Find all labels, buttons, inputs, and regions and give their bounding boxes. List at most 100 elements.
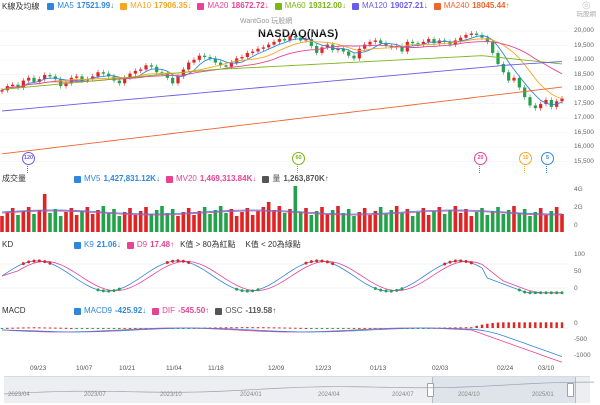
volume-bar xyxy=(517,213,522,232)
osc-bar xyxy=(374,328,377,329)
osc-bar xyxy=(288,327,292,329)
legend-value: 17521.99↓ xyxy=(76,1,115,11)
legend-item[interactable]: K9 21.06↓ xyxy=(74,238,121,252)
legend-item[interactable]: MA60 19312.00↓ xyxy=(274,0,346,13)
ma-marker[interactable]: 20 xyxy=(474,152,487,165)
legend-item[interactable]: MV20 1,469,313.84K↓ xyxy=(165,172,257,186)
legend-item[interactable]: 量 1,263,870K↑ xyxy=(262,172,329,186)
legend-checkbox[interactable] xyxy=(352,2,360,10)
navigator-label: 2025/01 xyxy=(532,392,554,398)
volume-bar xyxy=(293,186,298,232)
legend-item[interactable]: MA20 18672.72↓ xyxy=(197,0,269,13)
navigator-left-handle[interactable] xyxy=(427,383,434,397)
kd-red-dot xyxy=(469,261,473,265)
candle-body xyxy=(261,47,265,49)
candle-body xyxy=(149,65,153,67)
legend-item[interactable]: OSC -119.58↑ xyxy=(215,304,276,318)
axis-tick-label: 4G xyxy=(574,186,583,193)
legend-checkbox[interactable] xyxy=(74,175,81,183)
ma-marker[interactable]: 60 xyxy=(292,152,305,165)
volume-bar xyxy=(266,202,271,232)
kd-green-dot xyxy=(555,291,559,295)
legend-value: 19027.21↓ xyxy=(390,1,428,11)
legend-checkbox[interactable] xyxy=(165,175,173,183)
osc-bar xyxy=(251,327,254,329)
volume-chart[interactable] xyxy=(0,186,568,236)
osc-bar xyxy=(448,327,452,329)
candle-body xyxy=(512,77,516,81)
volume-bar xyxy=(368,215,372,232)
legend-value: 1,469,313.84K↓ xyxy=(199,174,257,183)
legend-checkbox[interactable] xyxy=(126,241,134,249)
kd-red-dot xyxy=(304,261,308,265)
volume-bar xyxy=(298,212,303,232)
volume-title: 成交量 xyxy=(2,174,26,183)
volume-bar xyxy=(138,211,143,232)
candle-body xyxy=(304,39,308,41)
legend-checkbox[interactable] xyxy=(433,2,441,10)
candle-body xyxy=(416,43,420,45)
volume-bar xyxy=(256,211,260,232)
osc-bar xyxy=(560,322,564,328)
kd-chart[interactable] xyxy=(0,252,568,302)
candle-body xyxy=(219,62,223,66)
legend-item[interactable]: DIF -545.50↑ xyxy=(152,304,209,318)
date-label: 11/18 xyxy=(208,365,224,372)
legend-checkbox[interactable] xyxy=(120,2,128,10)
osc-bar xyxy=(262,327,265,329)
volume-bar xyxy=(458,213,463,232)
legend-item[interactable]: MA10 17906.35↓ xyxy=(120,0,191,13)
volume-bar xyxy=(309,215,314,232)
kd-red-dot xyxy=(171,259,175,263)
kd-red-dot xyxy=(48,261,52,265)
volume-bar xyxy=(496,207,500,232)
candle-body xyxy=(459,37,463,41)
legend-checkbox[interactable] xyxy=(152,307,160,315)
volume-bar xyxy=(341,213,346,232)
candle-body xyxy=(208,57,212,59)
legend-item[interactable]: MA5 17521.99↓ xyxy=(47,0,114,13)
ma-marker[interactable]: 5 xyxy=(541,152,554,165)
candle-body xyxy=(283,39,287,41)
price-panel-title: K線及均線 xyxy=(2,2,40,11)
marker-line xyxy=(546,164,547,173)
candle-body xyxy=(267,44,271,48)
kd-red-dot xyxy=(37,259,41,263)
price-chart[interactable] xyxy=(0,14,568,164)
legend-checkbox[interactable] xyxy=(215,307,223,315)
volume-bar xyxy=(528,216,532,232)
candle-body xyxy=(11,84,15,87)
legend-checkbox[interactable] xyxy=(262,175,270,183)
candle-body xyxy=(507,72,511,81)
candle-body xyxy=(256,48,260,52)
candle-body xyxy=(80,76,84,81)
ma10-line xyxy=(1,38,563,100)
candle-body xyxy=(59,79,63,87)
legend-checkbox[interactable] xyxy=(74,307,81,315)
navigator-right-handle[interactable] xyxy=(567,383,574,397)
volume-bar xyxy=(416,212,420,232)
candle-body xyxy=(427,39,431,42)
date-label: 10/07 xyxy=(76,365,93,372)
legend-item[interactable]: D9 17.48↑ xyxy=(126,238,174,252)
navigator-label: 2024/04 xyxy=(318,392,340,398)
volume-bar xyxy=(69,208,74,232)
legend-item[interactable]: MACD9 -425.92↓ xyxy=(74,304,146,318)
legend-checkbox[interactable] xyxy=(197,2,205,10)
legend-checkbox[interactable] xyxy=(47,2,55,10)
osc-bar xyxy=(320,328,324,329)
legend-checkbox[interactable] xyxy=(274,2,282,10)
legend-checkbox[interactable] xyxy=(74,241,81,249)
navigator-selection[interactable] xyxy=(432,377,576,403)
range-navigator[interactable] xyxy=(4,376,590,403)
ma-marker[interactable]: 120 xyxy=(22,152,35,165)
legend-item[interactable]: MA240 18045.44↑ xyxy=(433,0,509,13)
kd-note: K值 < 20為綠點 xyxy=(245,240,301,249)
osc-bar xyxy=(32,327,36,329)
volume-bar xyxy=(560,214,564,232)
macd-chart[interactable] xyxy=(0,316,568,366)
candle-body xyxy=(475,33,479,35)
ma-marker[interactable]: 10 xyxy=(519,152,532,165)
legend-item[interactable]: MA120 19027.21↓ xyxy=(352,0,428,13)
legend-item[interactable]: MV5 1,427,831.12K↓ xyxy=(74,172,160,186)
